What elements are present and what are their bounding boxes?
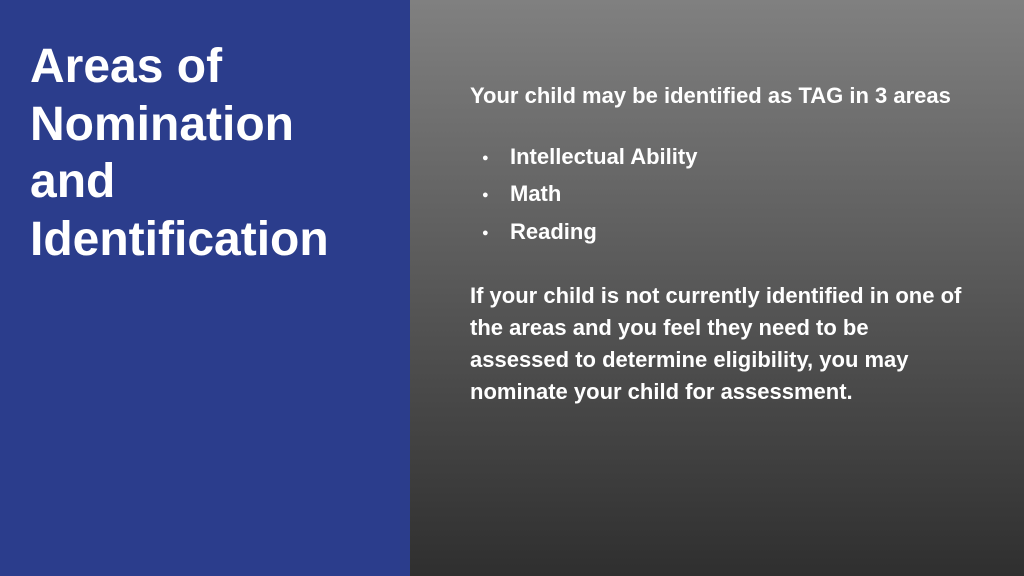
list-item: Intellectual Ability xyxy=(510,138,964,175)
right-panel: Your child may be identified as TAG in 3… xyxy=(410,0,1024,576)
bullet-list: Intellectual Ability Math Reading xyxy=(470,138,964,250)
list-item: Reading xyxy=(510,213,964,250)
slide-title: Areas of Nomination and Identification xyxy=(30,38,380,268)
list-item: Math xyxy=(510,175,964,212)
paragraph-text: If your child is not currently identifie… xyxy=(470,280,964,408)
left-panel: Areas of Nomination and Identification xyxy=(0,0,410,576)
subtitle-text: Your child may be identified as TAG in 3… xyxy=(470,80,964,112)
